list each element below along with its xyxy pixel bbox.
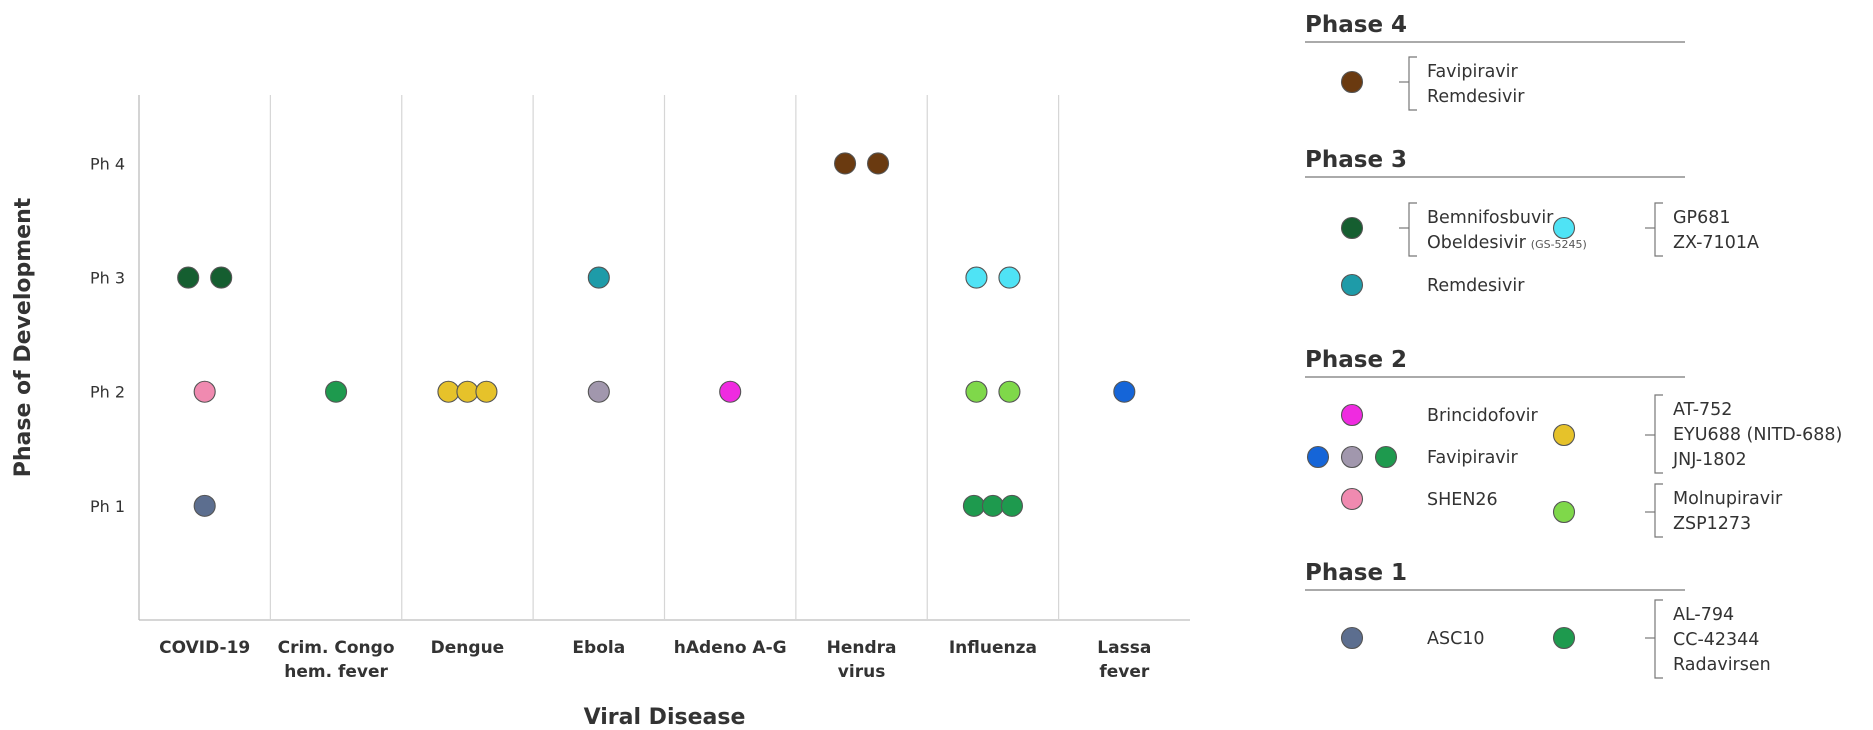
- x-tick-label: Dengue: [431, 638, 505, 658]
- legend-drug-name: Remdesivir: [1427, 276, 1525, 296]
- data-point: [962, 494, 985, 517]
- legend-drug-name: Brincidofovir: [1427, 406, 1539, 426]
- legend-swatch: [1552, 216, 1576, 240]
- y-axis-title: Phase of Development: [11, 197, 36, 477]
- x-tick-label: Lassa: [1097, 638, 1151, 658]
- data-point: [437, 380, 460, 403]
- y-tick-label: Ph 1: [90, 497, 125, 516]
- legend-drug-name: GP681: [1673, 208, 1731, 228]
- data-point: [475, 380, 498, 403]
- x-tick-label: hAdeno A-G: [674, 638, 787, 658]
- legend-swatch: [1340, 273, 1364, 297]
- data-point: [587, 380, 610, 403]
- x-tick-label: fever: [1099, 662, 1150, 682]
- data-point: [587, 266, 610, 289]
- legend-swatch: [1340, 216, 1364, 240]
- y-tick-label: Ph 4: [90, 154, 125, 173]
- data-point: [456, 380, 479, 403]
- legend-bracket: [1408, 56, 1417, 111]
- y-tick-label: Ph 3: [90, 269, 125, 288]
- legend-swatch: [1552, 500, 1576, 524]
- legend-swatch: [1374, 445, 1398, 469]
- legend-phase-title: Phase 3: [1305, 147, 1407, 173]
- legend-swatch: [1340, 70, 1364, 94]
- data-point: [998, 266, 1021, 289]
- plot-area: Ph 1 Ph 2 Ph 3 Ph 4 COVID-19 Crim. Congo hem. …: [11, 95, 1190, 730]
- data-point: [998, 380, 1021, 403]
- legend-phase-title: Phase 4: [1305, 12, 1407, 38]
- x-tick-label: virus: [838, 662, 886, 682]
- x-axis-title: Viral Disease: [584, 705, 746, 730]
- x-tick-label: COVID-19: [159, 638, 250, 658]
- legend-bracket: [1654, 202, 1663, 257]
- data-point: [965, 380, 988, 403]
- data-point: [719, 380, 742, 403]
- data-point: [867, 152, 890, 175]
- x-tick-label: Crim. Congo: [278, 638, 395, 658]
- legend-drug-name: Bemnifosbuvir: [1427, 208, 1554, 228]
- data-point: [1113, 380, 1136, 403]
- legend-bracket: [1408, 202, 1417, 257]
- legend-drug-name: Radavirsen: [1673, 655, 1771, 675]
- legend-swatch: [1340, 487, 1364, 511]
- data-point: [834, 152, 857, 175]
- x-tick-label: hem. fever: [284, 662, 388, 682]
- legend-drug-name: AL-794: [1673, 605, 1734, 625]
- legend-phase-title: Phase 1: [1305, 560, 1407, 586]
- legend-drug-name: ZX-7101A: [1673, 233, 1759, 253]
- legend-drug-name: EYU688 (NITD-688): [1673, 425, 1842, 445]
- legend-drug-name: Molnupiravir: [1673, 489, 1783, 509]
- data-point: [981, 494, 1004, 517]
- data-point: [965, 266, 988, 289]
- legend-bracket: [1654, 599, 1663, 679]
- legend-drug-name: Favipiravir: [1427, 62, 1519, 82]
- legend-drug-name: ASC10: [1427, 629, 1485, 649]
- legend-drug-note: (GS-5245): [1531, 238, 1587, 251]
- data-point: [325, 380, 348, 403]
- legend-drug-name: Favipiravir: [1427, 448, 1519, 468]
- data-point: [193, 494, 216, 517]
- legend-swatch: [1552, 626, 1576, 650]
- legend-swatch: [1340, 626, 1364, 650]
- data-point: [177, 266, 200, 289]
- legend-drug-name: ZSP1273: [1673, 514, 1751, 534]
- y-tick-label: Ph 2: [90, 383, 125, 402]
- data-point: [1000, 494, 1023, 517]
- data-point: [210, 266, 233, 289]
- legend-phase-title: Phase 2: [1305, 347, 1407, 373]
- x-tick-label: Ebola: [572, 638, 625, 658]
- x-tick-label: Influenza: [949, 638, 1037, 658]
- legend-drug-name: Remdesivir: [1427, 87, 1525, 107]
- legend-drug-name: AT-752: [1673, 400, 1732, 420]
- data-point: [193, 380, 216, 403]
- legend-drug-name: CC-42344: [1673, 630, 1759, 650]
- legend-drug-name: Obeldesivir: [1427, 233, 1527, 253]
- legend: Phase 4 Favipiravir Remdesivir Phase 3 Bemni…: [1305, 12, 1842, 679]
- x-tick-label: Hendra: [827, 638, 897, 658]
- legend-swatch: [1306, 445, 1330, 469]
- legend-drug-name: SHEN26: [1427, 490, 1498, 510]
- legend-bracket: [1654, 394, 1663, 474]
- legend-swatch: [1552, 423, 1576, 447]
- legend-swatch: [1340, 445, 1364, 469]
- legend-swatch: [1340, 403, 1364, 427]
- legend-drug-name: JNJ-1802: [1672, 450, 1747, 470]
- legend-bracket: [1654, 483, 1663, 538]
